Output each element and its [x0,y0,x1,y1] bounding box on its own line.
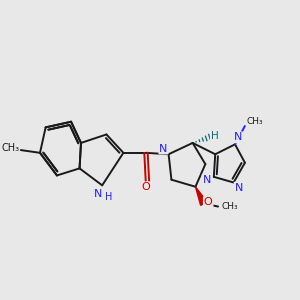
Text: N: N [235,183,243,193]
Text: CH₃: CH₃ [1,143,20,153]
Text: O: O [142,182,150,192]
Text: N: N [202,175,211,185]
Text: CH₃: CH₃ [221,202,238,211]
Text: N: N [94,189,102,199]
Text: N: N [159,144,168,154]
Text: H: H [211,131,219,141]
Text: H: H [105,192,112,202]
Text: N: N [234,132,242,142]
Polygon shape [196,187,207,206]
Text: O: O [204,197,213,207]
Text: CH₃: CH₃ [247,117,263,126]
